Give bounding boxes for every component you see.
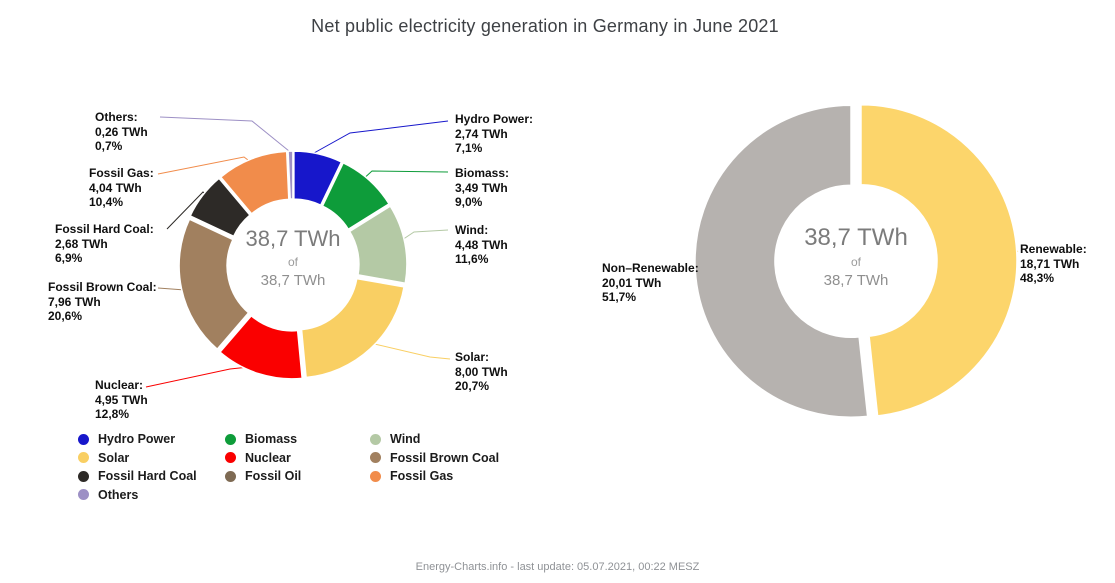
legend: Hydro Power Biomass Wind Solar Nuclear Fossil… <box>78 430 545 504</box>
slice-label-title: Fossil Brown Coal: <box>48 280 157 294</box>
legend-item-label: Hydro Power <box>98 432 176 447</box>
slice-label-value: 0,26 TWh <box>95 124 148 139</box>
page-title: Net public electricity generation in Ger… <box>311 16 779 36</box>
donut-slice-fossil-hard-coal[interactable] <box>189 177 251 238</box>
legend-item-label: Solar <box>98 450 130 465</box>
slice-label-title: Others: <box>95 110 138 124</box>
slice-label-title: Fossil Gas: <box>89 166 154 180</box>
legend-swatch-icon <box>370 452 381 464</box>
slice-label-solar: Solar: 8,00 TWh 20,7% <box>455 350 508 394</box>
legend-item-label: Fossil Oil <box>245 469 302 484</box>
legend-item-label: Biomass <box>245 432 298 447</box>
donut-slice-others[interactable] <box>287 150 294 200</box>
slice-label-non-renewable: Non–Renewable: 20,01 TWh 51,7% <box>602 261 699 305</box>
slice-label-wind: Wind: 4,48 TWh 11,6% <box>455 223 508 267</box>
donut-slice-non-renewable[interactable] <box>694 104 869 418</box>
slice-label-title: Nuclear: <box>95 378 144 392</box>
legend-item-fossil-hard-coal[interactable]: Fossil Hard Coal <box>78 467 225 486</box>
legend-swatch-icon <box>370 433 381 445</box>
legend-item-wind[interactable]: Wind <box>370 430 545 449</box>
slice-label-percent: 6,9% <box>55 251 83 265</box>
legend-item-label: Fossil Gas <box>390 469 454 484</box>
donut-slice-renewable[interactable] <box>860 103 1018 417</box>
donut-slice-nuclear[interactable] <box>219 315 303 380</box>
slice-label-value: 4,04 TWh <box>89 180 142 195</box>
slice-label-fossil-hard-coal: Fossil Hard Coal: 2,68 TWh 6,9% <box>55 222 154 266</box>
slice-label-renewable: Renewable: 18,71 TWh 48,3% <box>1020 242 1087 286</box>
legend-item-fossil-brown-coal[interactable]: Fossil Brown Coal <box>370 449 545 468</box>
slice-label-title: Solar: <box>455 350 490 364</box>
legend-swatch-icon <box>225 452 236 464</box>
slice-label-value: 2,68 TWh <box>55 236 108 251</box>
connector-line-others <box>159 116 290 152</box>
legend-swatch-icon <box>78 470 89 482</box>
donut-slice-wind[interactable] <box>348 205 408 284</box>
legend-swatch-icon <box>370 470 381 482</box>
legend-item-label: Fossil Brown Coal <box>390 450 500 465</box>
donut-slice-biomass[interactable] <box>321 162 390 230</box>
slice-label-title: Biomass: <box>455 166 510 180</box>
connector-line-hydro-power <box>313 120 449 154</box>
footer-credit: Energy-Charts.info - last update: 05.07.… <box>415 561 700 573</box>
connector-line-nuclear <box>145 365 260 388</box>
legend-item-nuclear[interactable]: Nuclear <box>225 449 370 468</box>
legend-swatch-icon <box>225 433 236 445</box>
connector-line-solar <box>365 341 451 360</box>
slice-label-fossil-brown-coal: Fossil Brown Coal: 7,96 TWh 20,6% <box>48 280 157 324</box>
slice-label-nuclear: Nuclear: 4,95 TWh 12,8% <box>95 378 148 422</box>
slice-label-percent: 20,6% <box>48 309 83 323</box>
slice-label-value: 3,49 TWh <box>455 180 508 195</box>
connector-line-wind <box>398 229 449 243</box>
donut-slice-hydro-power[interactable] <box>293 150 343 206</box>
slice-label-value: 4,48 TWh <box>455 237 508 252</box>
donut-slice-solar[interactable] <box>300 277 405 379</box>
legend-swatch-icon <box>78 489 89 501</box>
slice-label-percent: 0,7% <box>95 139 123 153</box>
slice-label-percent: 9,0% <box>455 195 483 209</box>
slice-label-value: 2,74 TWh <box>455 126 508 141</box>
legend-item-fossil-oil[interactable]: Fossil Oil <box>225 467 370 486</box>
slice-label-percent: 20,7% <box>455 379 490 393</box>
slice-label-title: Non–Renewable: <box>602 261 699 275</box>
slice-label-fossil-gas: Fossil Gas: 4,04 TWh 10,4% <box>89 166 154 210</box>
slice-label-percent: 12,8% <box>95 407 130 421</box>
slice-label-percent: 7,1% <box>455 141 483 155</box>
legend-item-hydro-power[interactable]: Hydro Power <box>78 430 225 449</box>
slice-label-others: Others: 0,26 TWh 0,7% <box>95 110 148 154</box>
slice-label-percent: 48,3% <box>1020 271 1055 285</box>
slice-label-value: 20,01 TWh <box>602 275 662 290</box>
slice-label-title: Fossil Hard Coal: <box>55 222 154 236</box>
legend-swatch-icon <box>78 452 89 464</box>
legend-item-others[interactable]: Others <box>78 486 225 505</box>
legend-item-label: Others <box>98 487 139 502</box>
slice-label-percent: 51,7% <box>602 290 637 304</box>
slice-label-biomass: Biomass: 3,49 TWh 9,0% <box>455 166 509 210</box>
slice-label-title: Hydro Power: <box>455 112 534 126</box>
connector-line-fossil-brown-coal <box>157 287 186 291</box>
slice-label-value: 8,00 TWh <box>455 364 508 379</box>
legend-swatch-icon <box>225 470 236 482</box>
legend-item-label: Nuclear <box>245 450 291 465</box>
legend-item-fossil-gas[interactable]: Fossil Gas <box>370 467 545 486</box>
slice-label-hydro-power: Hydro Power: 2,74 TWh 7,1% <box>455 112 533 156</box>
donut-slice-fossil-gas[interactable] <box>220 150 290 215</box>
legend-item-biomass[interactable]: Biomass <box>225 430 370 449</box>
legend-item-label: Wind <box>390 432 421 447</box>
slice-label-title: Wind: <box>455 223 489 237</box>
slice-label-title: Renewable: <box>1020 242 1087 256</box>
donut-slice-fossil-brown-coal[interactable] <box>178 218 250 350</box>
slice-label-value: 7,96 TWh <box>48 294 101 309</box>
legend-item-solar[interactable]: Solar <box>78 449 225 468</box>
slice-label-percent: 10,4% <box>89 195 124 209</box>
slice-label-value: 18,71 TWh <box>1020 256 1080 271</box>
legend-item-label: Fossil Hard Coal <box>98 469 197 484</box>
connector-line-biomass <box>359 170 449 183</box>
slice-label-percent: 11,6% <box>455 252 489 266</box>
slice-label-value: 4,95 TWh <box>95 392 148 407</box>
legend-swatch-icon <box>78 433 89 445</box>
